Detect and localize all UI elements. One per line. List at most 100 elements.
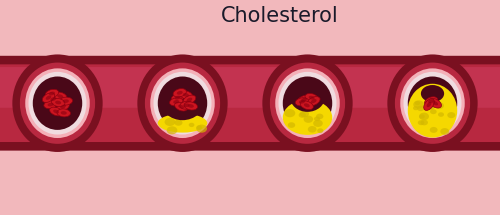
Ellipse shape [316,114,324,119]
Ellipse shape [56,102,70,111]
Ellipse shape [63,99,69,103]
Ellipse shape [164,118,175,126]
Ellipse shape [160,80,205,120]
Ellipse shape [283,77,332,130]
Ellipse shape [20,63,95,144]
Ellipse shape [448,112,456,118]
Ellipse shape [288,122,295,128]
Ellipse shape [54,92,67,100]
Ellipse shape [305,94,318,102]
Ellipse shape [308,126,316,133]
Ellipse shape [58,94,64,98]
Ellipse shape [270,63,345,144]
Ellipse shape [421,85,444,102]
Ellipse shape [424,99,434,110]
Ellipse shape [52,98,65,107]
Ellipse shape [298,112,306,118]
Ellipse shape [428,99,434,103]
Ellipse shape [417,106,424,111]
Ellipse shape [414,101,420,105]
FancyBboxPatch shape [0,64,500,142]
Ellipse shape [42,93,54,103]
Ellipse shape [301,98,307,102]
Ellipse shape [154,72,212,135]
Ellipse shape [300,101,314,110]
Ellipse shape [174,96,180,100]
Ellipse shape [60,111,67,115]
Ellipse shape [419,113,429,120]
Ellipse shape [176,91,182,95]
Ellipse shape [57,109,70,117]
Ellipse shape [275,68,340,138]
Ellipse shape [171,93,184,102]
Ellipse shape [186,98,192,102]
Ellipse shape [178,105,184,109]
Ellipse shape [188,104,194,108]
Ellipse shape [196,125,202,130]
Ellipse shape [180,91,192,99]
Ellipse shape [426,104,434,110]
Ellipse shape [145,63,220,144]
Ellipse shape [440,128,450,135]
Ellipse shape [424,97,438,106]
Ellipse shape [26,68,90,138]
Ellipse shape [304,103,310,107]
Ellipse shape [404,72,462,135]
Ellipse shape [430,127,438,133]
Ellipse shape [435,102,444,109]
Ellipse shape [395,63,470,144]
Ellipse shape [158,114,207,133]
Ellipse shape [295,98,308,106]
Ellipse shape [298,95,310,104]
Ellipse shape [50,107,62,116]
Ellipse shape [419,114,425,119]
Ellipse shape [150,68,215,138]
Ellipse shape [33,77,82,130]
Ellipse shape [300,110,309,117]
Ellipse shape [170,98,183,106]
Ellipse shape [188,123,194,127]
Ellipse shape [59,97,72,105]
Ellipse shape [262,54,352,152]
Ellipse shape [432,101,438,105]
Ellipse shape [49,92,55,95]
Ellipse shape [138,54,228,152]
FancyBboxPatch shape [0,56,500,151]
Ellipse shape [174,120,182,126]
Ellipse shape [28,72,86,135]
Ellipse shape [55,101,61,104]
Ellipse shape [413,106,418,110]
Ellipse shape [183,93,189,97]
Ellipse shape [196,124,207,133]
Ellipse shape [184,102,198,110]
Ellipse shape [428,101,436,108]
Ellipse shape [46,89,59,98]
Ellipse shape [158,77,207,130]
Ellipse shape [408,77,457,130]
Ellipse shape [290,82,325,112]
Ellipse shape [429,98,442,108]
Ellipse shape [408,84,457,138]
Ellipse shape [414,100,424,109]
Ellipse shape [311,99,316,103]
Ellipse shape [278,72,336,135]
Ellipse shape [180,101,194,109]
Ellipse shape [283,100,332,135]
Ellipse shape [438,112,444,117]
Ellipse shape [184,103,190,107]
Ellipse shape [317,128,324,133]
Ellipse shape [314,117,320,121]
Ellipse shape [48,103,54,106]
Ellipse shape [430,109,436,114]
FancyBboxPatch shape [0,67,500,108]
Ellipse shape [53,109,59,114]
Ellipse shape [50,97,56,101]
Ellipse shape [166,126,177,134]
Ellipse shape [183,95,196,104]
Ellipse shape [308,96,314,100]
Ellipse shape [299,100,305,104]
Ellipse shape [420,120,428,125]
Ellipse shape [426,102,432,107]
Ellipse shape [12,54,102,152]
Ellipse shape [44,101,58,109]
